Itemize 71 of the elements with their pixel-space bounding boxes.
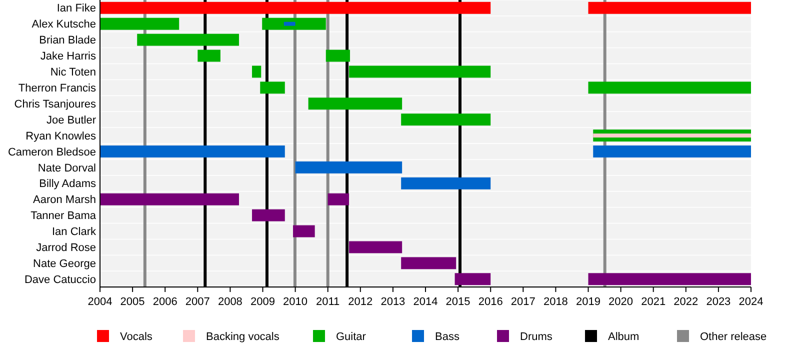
x-tick-label: 2014 <box>413 296 438 308</box>
bar <box>401 114 491 126</box>
x-tick-label: 2023 <box>706 296 731 308</box>
legend-label: Other release <box>700 330 767 343</box>
bar <box>454 273 491 286</box>
bar <box>328 193 350 206</box>
y-tick-label: Cameron Bledsoe <box>8 146 96 158</box>
legend-label: Guitar <box>336 330 366 343</box>
x-tick-label: 2007 <box>185 296 210 308</box>
bar <box>349 66 491 78</box>
x-tick-label: 2021 <box>641 296 666 308</box>
x-tick-label: 2004 <box>88 296 112 308</box>
x-tick-label: 2006 <box>152 296 178 308</box>
x-tick-label: 2011 <box>316 296 340 308</box>
bar <box>593 145 751 158</box>
bar <box>308 98 402 110</box>
x-tick-label: 2019 <box>576 296 600 308</box>
y-tick-label: Ryan Knowles <box>26 130 96 142</box>
x-tick-label: 2017 <box>510 296 536 308</box>
x-tick-label: 2009 <box>250 296 275 308</box>
y-tick-label: Jake Harris <box>40 50 96 63</box>
bar <box>588 82 751 94</box>
bar <box>295 161 402 174</box>
y-tick-label: Dave Catuccio <box>24 274 96 286</box>
x-tick-label: 2010 <box>283 296 308 308</box>
y-tick-label: Ian Clark <box>52 226 96 238</box>
bar <box>100 145 285 158</box>
legend-label: Vocals <box>120 330 153 343</box>
x-tick-label: 2008 <box>218 296 242 308</box>
bar <box>401 177 491 190</box>
y-tick-label: Alex Kutsche <box>32 18 96 31</box>
x-tick-label: 2024 <box>738 296 764 308</box>
bar <box>262 18 326 30</box>
y-tick-label: Ian Fike <box>56 2 96 15</box>
bar <box>588 2 751 14</box>
bar <box>260 82 285 94</box>
y-tick-label: Tanner Bama <box>30 210 97 222</box>
x-tick-label: 2015 <box>446 296 470 308</box>
y-tick-label: Nate Dorval <box>38 162 96 174</box>
bar <box>252 209 285 222</box>
y-tick-label: Joe Butler <box>46 114 96 126</box>
legend-label: Album <box>608 330 640 343</box>
bar <box>100 193 239 206</box>
y-tick-label: Jarrod Rose <box>36 242 96 254</box>
y-tick-label: Brian Blade <box>39 34 96 47</box>
bar <box>326 50 350 62</box>
y-tick-label: Therron Francis <box>18 82 96 95</box>
x-tick-label: 2013 <box>380 296 406 308</box>
legend-label: Bass <box>435 330 460 343</box>
bar <box>137 34 239 46</box>
bar <box>588 273 751 286</box>
x-tick-label: 2012 <box>348 296 373 308</box>
x-tick-label: 2020 <box>608 296 634 308</box>
y-tick-label: Aaron Marsh <box>33 194 96 206</box>
bar <box>401 257 456 270</box>
bar <box>593 134 751 138</box>
legend-label: Backing vocals <box>206 330 280 343</box>
y-tick-label: Nic Toten <box>50 66 96 79</box>
y-tick-label: Billy Adams <box>39 178 96 190</box>
legend-label: Drums <box>520 330 553 343</box>
bar <box>349 241 402 254</box>
x-tick-label: 2005 <box>120 296 145 308</box>
x-tick-label: 2018 <box>543 296 568 308</box>
bar <box>100 18 180 30</box>
y-tick-label: Nate George <box>33 258 96 270</box>
y-tick-label: Chris Tsanjoures <box>14 98 96 110</box>
bar <box>198 50 220 62</box>
x-tick-label: 2022 <box>674 296 698 308</box>
bar <box>293 225 315 238</box>
bar <box>252 66 262 78</box>
x-tick-label: 2016 <box>478 296 503 308</box>
